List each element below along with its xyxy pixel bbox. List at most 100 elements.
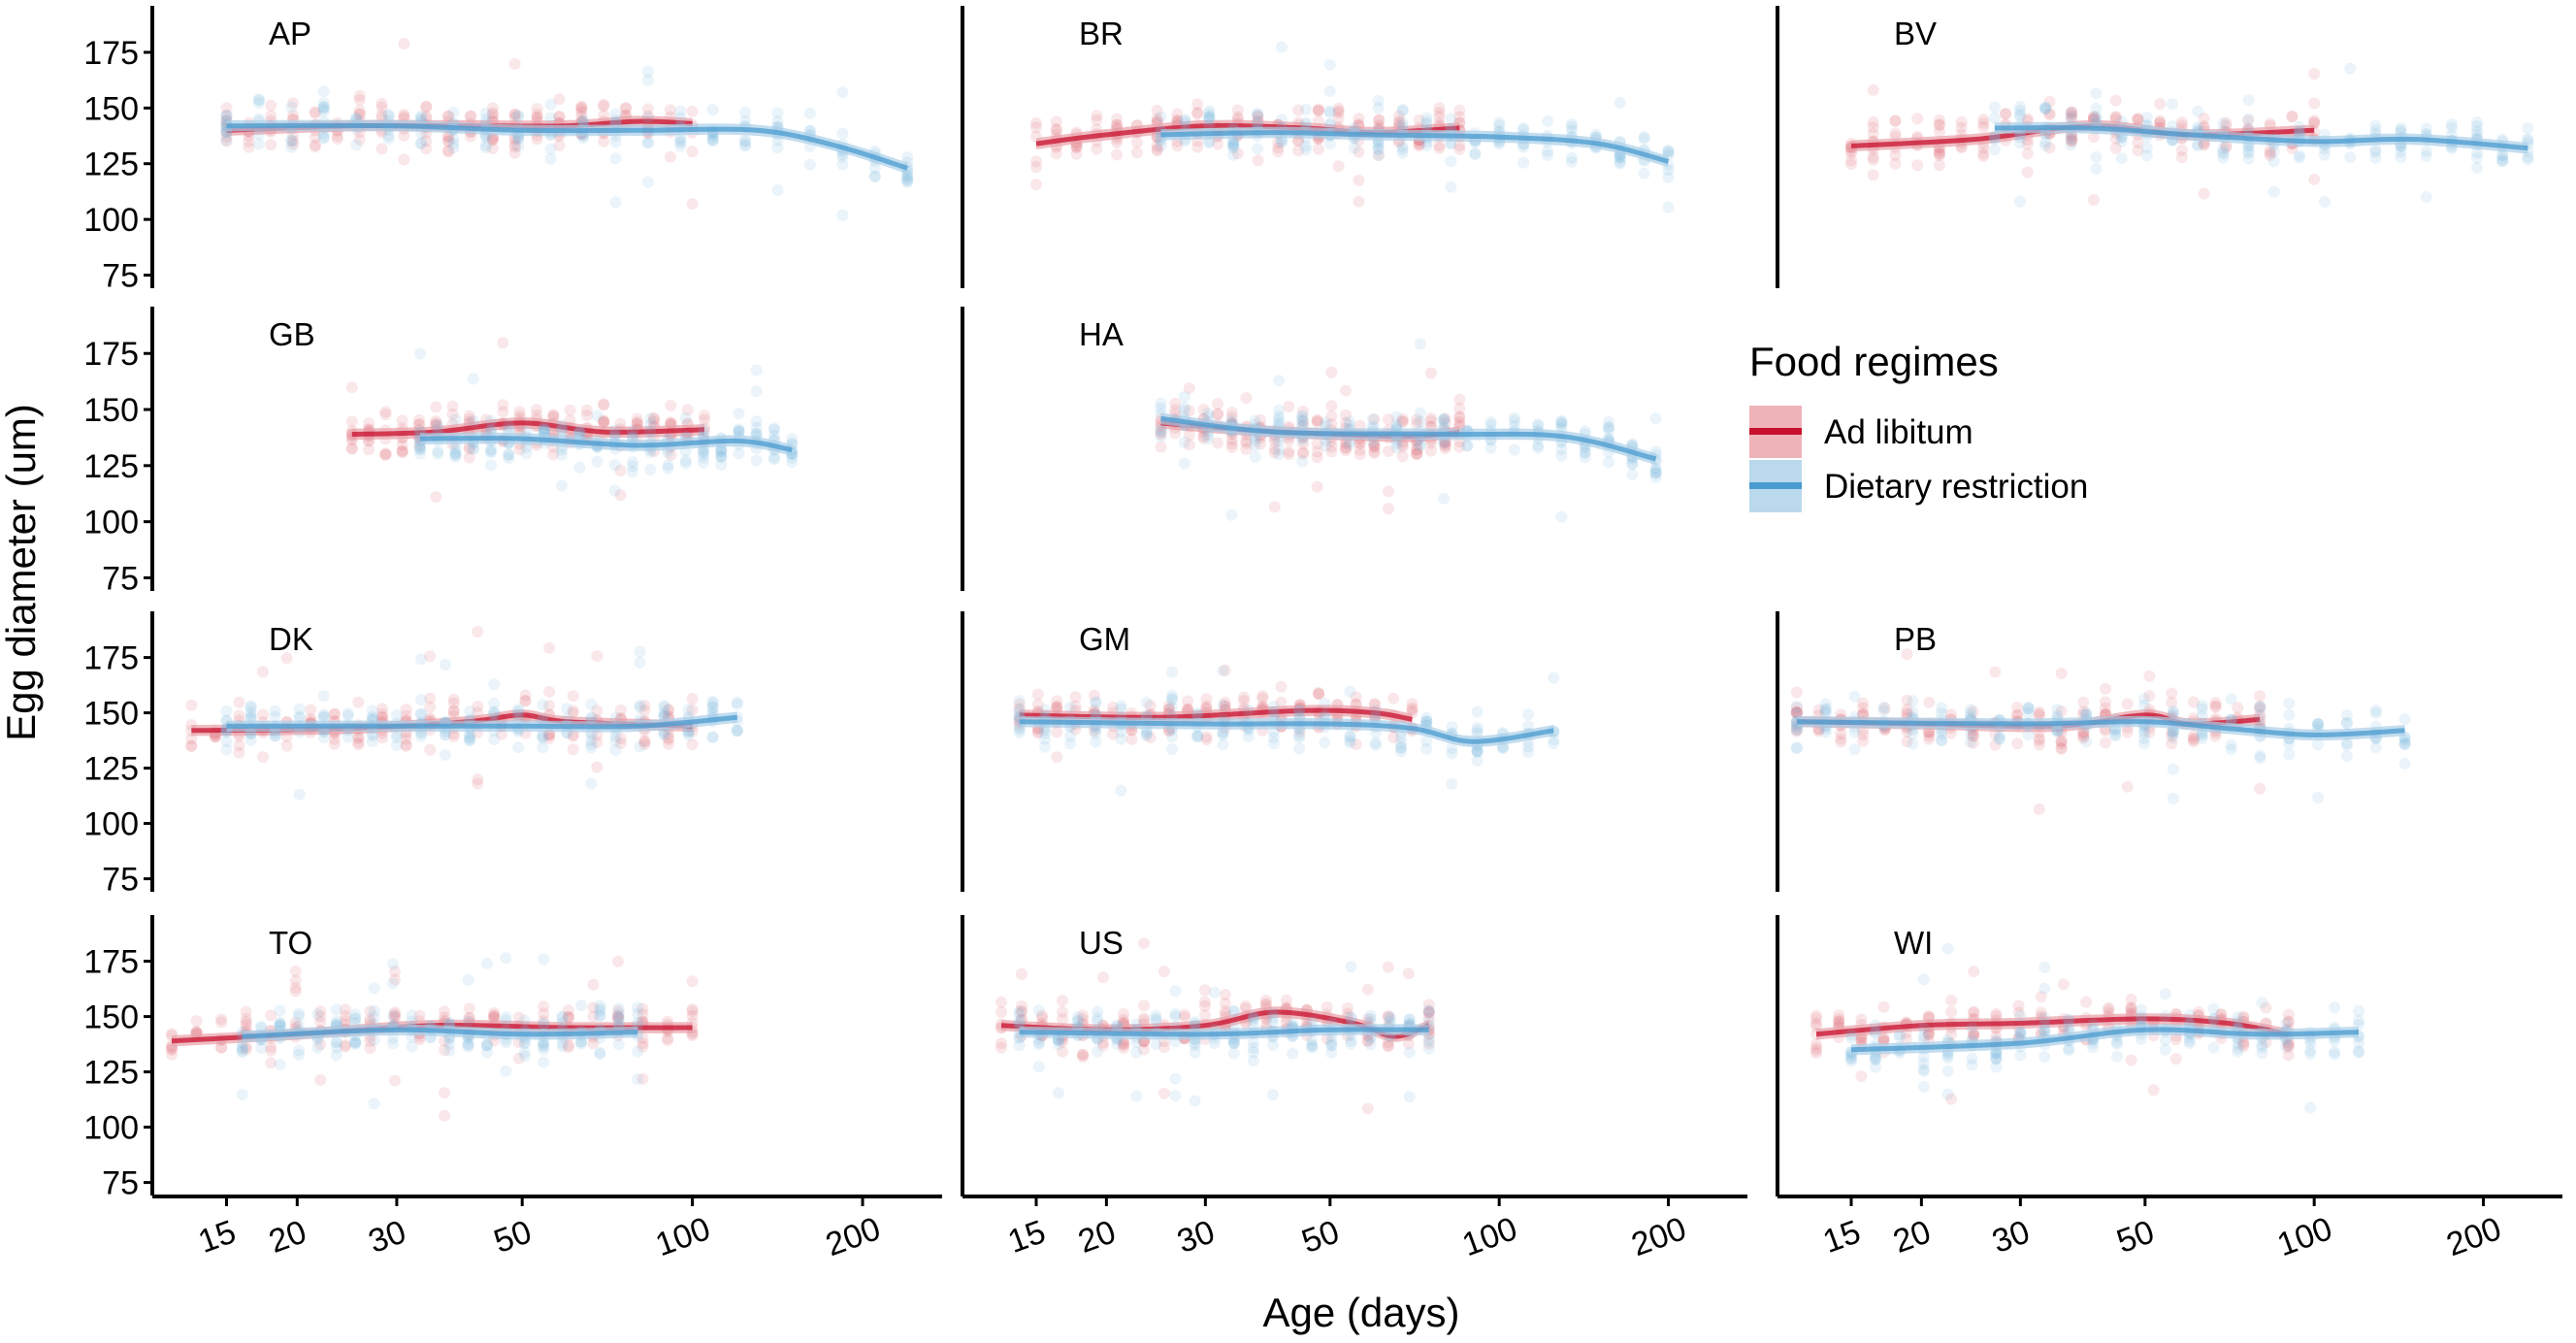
data-point-dietary-restriction xyxy=(1790,724,1803,737)
data-point-ad-libitum xyxy=(1855,1070,1868,1083)
data-point-dietary-restriction xyxy=(2522,153,2534,166)
data-point-ad-libitum xyxy=(1411,447,1423,459)
data-point-dietary-restriction xyxy=(634,700,646,712)
data-point-dietary-restriction xyxy=(1990,1053,2003,1065)
data-point-dietary-restriction xyxy=(2420,122,2432,135)
data-point-ad-libitum xyxy=(353,90,366,102)
data-point-dietary-restriction xyxy=(382,130,395,142)
data-point-dietary-restriction xyxy=(1247,1042,1259,1054)
data-point-ad-libitum xyxy=(508,57,521,70)
data-point-dietary-restriction xyxy=(1471,744,1484,756)
data-point-dietary-restriction xyxy=(1227,139,1240,151)
data-point-dietary-restriction xyxy=(1344,735,1356,747)
data-point-dietary-restriction xyxy=(715,445,728,458)
data-point-dietary-restriction xyxy=(1249,435,1261,447)
data-point-dietary-restriction xyxy=(1203,111,1216,123)
x-tick-label: 100 xyxy=(2272,1210,2336,1263)
data-point-dietary-restriction xyxy=(2138,693,2150,705)
y-tick-label: 100 xyxy=(83,806,139,843)
data-point-ad-libitum xyxy=(389,1011,401,1024)
data-point-ad-libitum xyxy=(1835,736,1847,748)
data-point-dietary-restriction xyxy=(1517,141,1530,153)
data-point-ad-libitum xyxy=(439,1034,451,1047)
data-point-dietary-restriction xyxy=(518,1037,531,1050)
data-point-dietary-restriction xyxy=(2063,1044,2075,1057)
data-point-ad-libitum xyxy=(398,111,410,123)
data-point-ad-libitum xyxy=(1312,105,1324,117)
data-point-ad-libitum xyxy=(1933,159,1945,172)
data-point-ad-libitum xyxy=(1433,102,1446,115)
legend-key-line-dietary-restriction xyxy=(1749,482,1802,489)
data-point-ad-libitum xyxy=(2308,97,2321,110)
data-point-dietary-restriction xyxy=(627,460,638,473)
data-point-dietary-restriction xyxy=(443,1044,456,1057)
data-point-dietary-restriction xyxy=(609,730,622,742)
data-point-ad-libitum xyxy=(547,448,560,461)
data-point-ad-libitum xyxy=(1051,751,1063,764)
data-point-ad-libitum xyxy=(614,417,627,430)
data-point-dietary-restriction xyxy=(220,736,233,748)
data-point-ad-libitum xyxy=(531,404,542,416)
data-point-ad-libitum xyxy=(2198,120,2210,132)
y-tick-label: 125 xyxy=(83,448,139,485)
data-point-dietary-restriction xyxy=(2293,120,2305,133)
data-point-ad-libitum xyxy=(1402,967,1415,980)
data-point-dietary-restriction xyxy=(1189,1095,1201,1107)
data-point-ad-libitum xyxy=(486,109,499,121)
data-point-dietary-restriction xyxy=(2014,131,2026,144)
data-point-dietary-restriction xyxy=(1299,140,1312,152)
data-point-dietary-restriction xyxy=(488,706,501,719)
data-point-dietary-restriction xyxy=(836,150,849,163)
data-point-dietary-restriction xyxy=(538,421,550,434)
data-point-ad-libitum xyxy=(1016,1006,1027,1019)
data-point-ad-libitum xyxy=(1867,121,1879,134)
data-point-dietary-restriction xyxy=(1542,148,1553,161)
data-point-ad-libitum xyxy=(1945,1093,1958,1105)
data-point-ad-libitum xyxy=(2000,108,2012,120)
data-point-dietary-restriction xyxy=(1191,731,1204,742)
data-point-ad-libitum xyxy=(430,491,442,504)
data-point-dietary-restriction xyxy=(2496,155,2509,168)
data-point-ad-libitum xyxy=(508,134,521,147)
data-point-ad-libitum xyxy=(2066,111,2078,122)
data-point-ad-libitum xyxy=(240,1041,252,1054)
data-point-dietary-restriction xyxy=(1267,1007,1279,1020)
data-point-dietary-restriction xyxy=(1013,695,1026,707)
trend-line-dietary-restriction xyxy=(226,122,908,171)
data-point-ad-libitum xyxy=(1901,704,1913,715)
data-point-ad-libitum xyxy=(1977,149,1990,162)
data-point-ad-libitum xyxy=(1453,411,1466,424)
data-point-dietary-restriction xyxy=(1344,731,1356,742)
data-point-dietary-restriction xyxy=(2038,1012,2051,1024)
data-point-dietary-restriction xyxy=(1396,116,1409,129)
data-point-dietary-restriction xyxy=(390,732,403,744)
data-point-ad-libitum xyxy=(1361,983,1374,996)
data-point-dietary-restriction xyxy=(901,173,914,184)
data-point-dietary-restriction xyxy=(1555,449,1568,462)
data-point-ad-libitum xyxy=(1933,125,1945,138)
data-point-dietary-restriction xyxy=(2369,146,2382,158)
data-point-dietary-restriction xyxy=(836,209,849,221)
data-point-dietary-restriction xyxy=(644,464,657,475)
data-point-ad-libitum xyxy=(1350,691,1362,704)
data-point-ad-libitum xyxy=(2166,726,2178,738)
data-point-ad-libitum xyxy=(686,975,699,988)
data-point-ad-libitum xyxy=(1240,442,1253,455)
data-point-ad-libitum xyxy=(519,689,532,702)
data-point-dietary-restriction xyxy=(1522,746,1535,759)
data-point-dietary-restriction xyxy=(1203,136,1216,148)
data-point-dietary-restriction xyxy=(1273,409,1285,422)
data-point-ad-libitum xyxy=(531,111,543,123)
data-point-dietary-restriction xyxy=(1130,1046,1143,1059)
data-point-dietary-restriction xyxy=(1227,138,1240,150)
data-point-dietary-restriction xyxy=(786,456,799,469)
trend-line-dietary-restriction xyxy=(1994,124,2528,151)
data-point-ad-libitum xyxy=(166,1048,178,1061)
data-point-ad-libitum xyxy=(1191,141,1204,153)
data-point-ad-libitum xyxy=(636,1008,649,1021)
data-point-ad-libitum xyxy=(1077,1009,1089,1022)
data-point-ad-libitum xyxy=(1411,448,1423,461)
data-point-ad-libitum xyxy=(2264,147,2276,159)
data-point-dietary-restriction xyxy=(2065,112,2077,124)
data-point-ad-libitum xyxy=(1911,159,1924,172)
